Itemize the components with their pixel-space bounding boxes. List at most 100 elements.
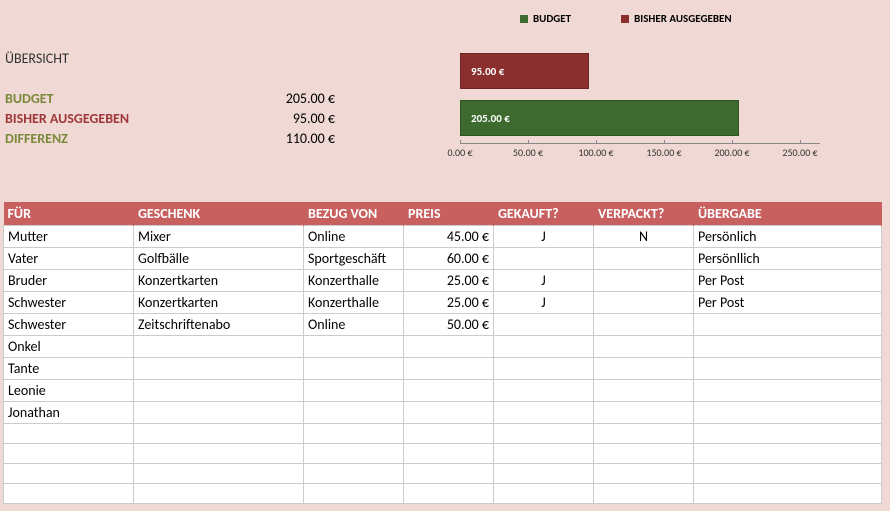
overview-label: BISHER AUSGEGEBEN [5,109,129,129]
table-cell[interactable] [694,484,882,504]
table-cell[interactable] [494,424,594,444]
table-cell[interactable] [494,314,594,336]
table-cell[interactable] [4,464,134,484]
table-cell[interactable]: N [594,226,694,248]
table-cell[interactable]: Mixer [134,226,304,248]
overview-row: DIFFERENZ110.00 € [5,129,335,149]
table-cell[interactable] [594,444,694,464]
table-cell[interactable] [694,444,882,464]
table-cell[interactable] [494,444,594,464]
table-cell[interactable] [304,464,404,484]
table-cell[interactable]: 50.00 € [404,314,494,336]
table-cell[interactable] [694,380,882,402]
table-cell[interactable]: Per Post [694,270,882,292]
axis-tick: 200.00 € [714,146,749,159]
table-cell[interactable] [4,424,134,444]
table-cell[interactable] [304,380,404,402]
table-cell[interactable] [594,380,694,402]
table-cell[interactable]: 25.00 € [404,292,494,314]
table-cell[interactable]: Persönlich [694,226,882,248]
table-cell[interactable] [134,402,304,424]
table-cell[interactable]: J [494,226,594,248]
table-cell[interactable]: Zeitschriftenabo [134,314,304,336]
table-cell[interactable] [694,464,882,484]
table-cell[interactable]: 25.00 € [404,270,494,292]
table-cell[interactable]: Jonathan [4,402,134,424]
table-cell[interactable] [134,358,304,380]
table-cell[interactable]: Golfbälle [134,248,304,270]
table-cell[interactable] [694,336,882,358]
table-cell[interactable]: Online [304,314,404,336]
table-cell[interactable]: Sportgeschäft [304,248,404,270]
legend-label: BUDGET [533,12,571,25]
table-cell[interactable] [694,402,882,424]
table-cell[interactable] [594,484,694,504]
table-cell[interactable] [134,484,304,504]
table-cell[interactable] [304,336,404,358]
table-cell[interactable] [404,358,494,380]
table-cell[interactable] [494,336,594,358]
table-cell[interactable] [494,402,594,424]
table-cell[interactable] [404,424,494,444]
table-cell[interactable]: Persönllich [694,248,882,270]
table-cell[interactable]: 45.00 € [404,226,494,248]
table-cell[interactable] [594,336,694,358]
table-cell[interactable] [304,402,404,424]
table-cell[interactable] [134,424,304,444]
table-cell[interactable]: Vater [4,248,134,270]
table-cell[interactable] [4,484,134,504]
table-cell[interactable] [594,270,694,292]
table-cell[interactable]: Schwester [4,292,134,314]
table-cell[interactable] [404,402,494,424]
table-cell[interactable] [404,484,494,504]
table-cell[interactable] [694,314,882,336]
table-cell[interactable]: 60.00 € [404,248,494,270]
chart-axis: 0.00 €50.00 €100.00 €150.00 €200.00 €250… [460,143,820,144]
table-cell[interactable]: Leonie [4,380,134,402]
table-cell[interactable] [404,444,494,464]
table-cell[interactable] [594,314,694,336]
table-cell[interactable] [134,336,304,358]
table-cell[interactable] [594,402,694,424]
table-cell[interactable]: Konzerthalle [304,270,404,292]
table-cell[interactable] [594,358,694,380]
overview-label: BUDGET [5,89,54,109]
table-cell[interactable] [4,444,134,464]
table-cell[interactable]: Onkel [4,336,134,358]
table-cell[interactable] [494,248,594,270]
table-cell[interactable] [404,464,494,484]
table-cell[interactable] [134,444,304,464]
table-cell[interactable]: Tante [4,358,134,380]
table-cell[interactable] [404,336,494,358]
table-cell[interactable]: J [494,270,594,292]
table-cell[interactable] [694,424,882,444]
table-cell[interactable]: Per Post [694,292,882,314]
table-cell[interactable]: Konzerthalle [304,292,404,314]
table-cell[interactable] [134,464,304,484]
table-cell[interactable] [494,380,594,402]
table-header-cell: GESCHENK [134,202,304,226]
table-cell[interactable] [494,484,594,504]
table-cell[interactable] [304,424,404,444]
table-cell[interactable] [694,358,882,380]
table-cell[interactable] [594,464,694,484]
table-row [4,444,882,464]
table-cell[interactable] [404,380,494,402]
table-cell[interactable]: J [494,292,594,314]
table-cell[interactable]: Schwester [4,314,134,336]
table-cell[interactable] [304,484,404,504]
table-cell[interactable]: Bruder [4,270,134,292]
table-cell[interactable] [494,464,594,484]
table-cell[interactable]: Online [304,226,404,248]
table-cell[interactable] [304,444,404,464]
table-cell[interactable] [134,380,304,402]
table-cell[interactable]: Mutter [4,226,134,248]
table-cell[interactable]: Konzertkarten [134,292,304,314]
table-cell[interactable]: Konzertkarten [134,270,304,292]
legend-swatch [621,15,629,23]
table-cell[interactable] [494,358,594,380]
table-cell[interactable] [594,248,694,270]
table-cell[interactable] [304,358,404,380]
table-cell[interactable] [594,292,694,314]
table-cell[interactable] [594,424,694,444]
